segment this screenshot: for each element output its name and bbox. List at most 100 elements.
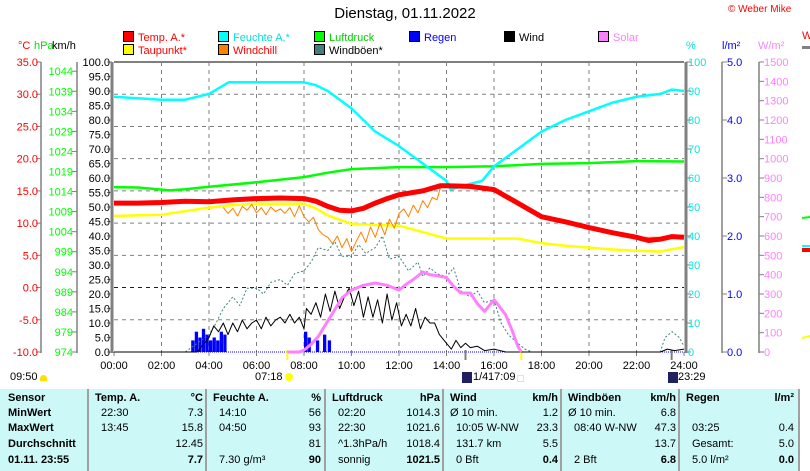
legend-label: Feuchte A.* — [233, 32, 290, 44]
axis-tick-label-hum: 70 — [688, 144, 700, 156]
axis-tick-label-temp: 30.0 — [17, 89, 38, 101]
axis-tick-label-wind: 10.0 — [89, 318, 110, 330]
axis-tick-label-wind: 65.0 — [89, 159, 110, 171]
axis-tick-label-press: 984 — [55, 307, 73, 319]
legend-swatch — [314, 31, 325, 42]
axis-tick-label-solar: 600 — [764, 231, 782, 243]
rain-bar — [304, 331, 308, 352]
group-title: Temp. A. — [95, 392, 141, 404]
cell-label: 2 Bft — [574, 454, 597, 466]
cell-value: 1014.3 — [406, 407, 440, 419]
group-unit: l/m² — [774, 392, 794, 404]
cell-label: 131.7 km — [456, 438, 502, 450]
unit-solar: W/m² — [758, 40, 785, 52]
unit-wind: km/h — [52, 40, 76, 52]
moon-phase: 1/4 — [473, 371, 489, 383]
group-title: Windböen — [568, 392, 622, 404]
axis-tick-label-wind: 95.0 — [89, 72, 110, 84]
cell-value: 1021.6 — [406, 422, 440, 434]
cell-value: 56 — [308, 407, 321, 419]
axis-tick-label-press: 989 — [55, 287, 73, 299]
weather-chart: 35.0 30.0 25.0 20.0 15.0 10.0 5.0 0.0 -5.0 -10.0 1… — [13, 46, 810, 372]
column-divider — [442, 389, 444, 471]
axis-tick-label-rain: 2.0 — [727, 231, 742, 243]
axis-tick-label-rain: 4.0 — [727, 115, 742, 127]
legend-label: Windchill — [233, 45, 278, 57]
axis-tick-label-solar: 700 — [764, 212, 782, 224]
cell-label: 22:30 — [338, 422, 366, 434]
x-tick-label: 08:00 — [290, 360, 318, 372]
legend-item: Luftdruck — [314, 31, 374, 44]
axis-tick-label-press: 1009 — [49, 207, 73, 219]
row-label: MaxWert — [8, 422, 54, 434]
cell-value: 90 — [308, 454, 321, 466]
column-divider — [798, 389, 800, 471]
cell-value: 6.8 — [660, 454, 676, 466]
moon-icon — [40, 375, 47, 381]
axis-tick-label-press: 1004 — [49, 227, 73, 239]
legend-label: Regen — [424, 32, 457, 44]
next-chart-press — [801, 216, 810, 219]
cell-label: Ø 10 min. — [450, 407, 498, 419]
legend-label: Windböen* — [329, 45, 383, 57]
group-title: Wind — [450, 392, 477, 404]
series-luftdruck — [113, 159, 685, 192]
sunset-icon — [517, 375, 524, 382]
rain-bar — [194, 331, 199, 352]
legend-swatch — [218, 44, 229, 55]
axis-tick-label-solar: 1200 — [764, 115, 788, 127]
x-tick-label: 18:00 — [528, 360, 556, 372]
cell-value: 0.0 — [778, 454, 794, 466]
group-title: Regen — [686, 392, 720, 404]
axis-tick-label-solar: 400 — [764, 270, 782, 282]
group-unit: % — [311, 392, 321, 404]
axis-tick-label-hum: 0 — [688, 347, 694, 359]
legend-item: Windchill — [218, 44, 277, 57]
series-solar — [287, 270, 523, 354]
axis-tick-label-wind: 90.0 — [89, 86, 110, 98]
cell-value: 81 — [308, 438, 321, 450]
axis-tick-label-press: 999 — [55, 247, 73, 259]
cell-value: 5.0 — [778, 438, 794, 450]
axis-tick-label-solar: 1100 — [764, 134, 788, 146]
cell-label: 22:30 — [101, 407, 129, 419]
axis-tick-label-solar: 100 — [764, 328, 782, 340]
legend-swatch — [314, 44, 325, 55]
unit-extra: W — [802, 30, 810, 42]
axis-tick-label-hum: 60 — [688, 173, 700, 185]
rain-bar — [327, 340, 332, 352]
axis-tick-label-press: 1034 — [49, 106, 73, 118]
moonset-time: 09:50 — [10, 371, 38, 383]
axis-tick-label-wind: 80.0 — [89, 115, 110, 127]
legend-swatch — [504, 31, 515, 42]
rain-bar — [315, 340, 320, 352]
rain-bar — [198, 337, 202, 352]
axis-tick-label-temp: 15.0 — [17, 186, 38, 198]
cell-value: 47.3 — [654, 422, 676, 434]
legend-item: Taupunkt* — [123, 44, 187, 57]
axis-tick-label-rain: 1.0 — [727, 289, 742, 301]
cell-label: 02:20 — [338, 407, 366, 419]
cell-value: 93 — [308, 422, 321, 434]
axis-tick-label-temp: 35.0 — [17, 57, 38, 69]
axis-tick-label-press: 1029 — [49, 126, 73, 138]
axis-tick-label-rain: 0.0 — [727, 347, 742, 359]
next-chart-axis — [802, 46, 810, 49]
series-feuchte-a — [113, 81, 685, 191]
axis-tick-label-wind: 25.0 — [89, 275, 110, 287]
cell-value: 1021.5 — [406, 454, 440, 466]
cell-label: sonnig — [338, 454, 371, 466]
x-tick-label: 04:00 — [195, 360, 223, 372]
cell-value: 23.3 — [536, 422, 558, 434]
row-label: MinWert — [8, 407, 52, 419]
series-wind — [114, 287, 685, 353]
series-windchill — [222, 185, 684, 252]
legend-item: Wind — [504, 31, 544, 44]
rain-bar — [216, 340, 220, 352]
unit-press: hPa — [34, 40, 54, 52]
x-tick-label: 14:00 — [433, 360, 461, 372]
cell-value: 12.45 — [175, 438, 203, 450]
axis-tick-label-wind: 30.0 — [89, 260, 110, 272]
axis-tick-label-wind: 45.0 — [89, 217, 110, 229]
cell-value: 7.3 — [187, 407, 203, 419]
